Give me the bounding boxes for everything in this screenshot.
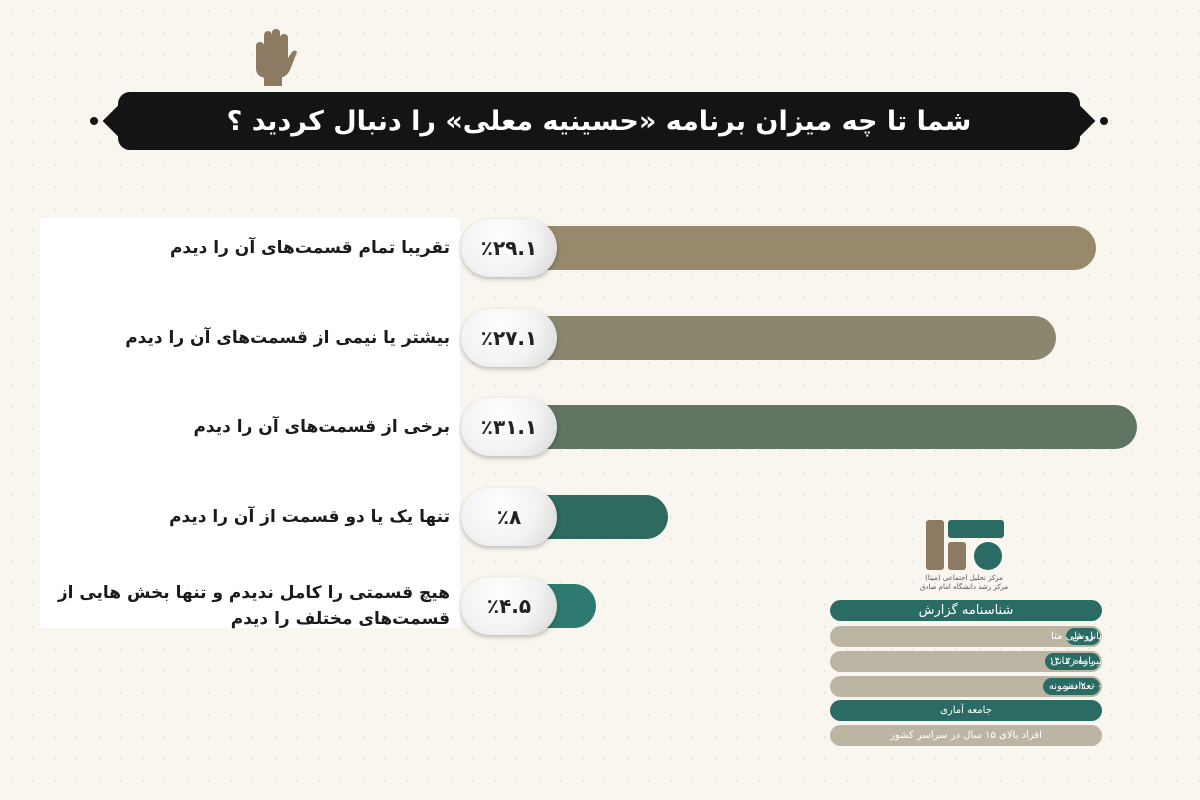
method-value: پانل ملی متا	[1051, 631, 1102, 642]
category-label: تنها یک یا دو قسمت از آن را دیدم	[169, 506, 450, 527]
report-population-value: افراد بالای ۱۵ سال در سراسر کشور	[830, 725, 1102, 746]
category-label: برخی از قسمت‌های آن را دیدم	[193, 417, 450, 437]
labels-panel	[40, 218, 460, 628]
sample-value: ۲۰۰۰ نفر	[1063, 681, 1102, 692]
chart-title: شما تا چه میزان برنامه «حسینیه معلی» را …	[90, 92, 1108, 150]
value-label: ٪۸	[461, 487, 557, 546]
org-name-line2: مرکز رشد دانشگاه امام صادق	[919, 583, 1009, 591]
category-label: بیشتر یا نیمی از قسمت‌های آن را دیدم	[125, 327, 450, 348]
report-sample: تعداد نمونه ۲۰۰۰ نفر	[830, 676, 1102, 697]
category-label: تقریبا تمام قسمت‌های آن را دیدم	[169, 238, 450, 258]
report-population-label: جامعه آماری	[830, 700, 1102, 721]
org-name: مرکز تحلیل اجتماعی (میثا) مرکز رشد دانشگ…	[885, 574, 1043, 592]
chart-title-text: شما تا چه میزان برنامه «حسینیه معلی» را …	[226, 105, 972, 137]
sample-label: تعداد نمونه	[1042, 678, 1100, 695]
period-label: بازه زمانی	[1044, 653, 1100, 670]
value-label: ٪۴.۵	[461, 577, 557, 635]
category-label: هیچ قسمتی را کامل ندیدم و تنها بخش هایی …	[57, 583, 450, 629]
report-period: بازه زمانی تیر ماه ۱۴۰۳	[830, 651, 1102, 672]
bar	[505, 315, 1056, 360]
bar	[505, 405, 1137, 449]
bar	[505, 226, 1097, 270]
population-label: جامعه آماری	[940, 705, 992, 716]
value-label: ٪۳۱.۱	[461, 398, 557, 456]
population-value: افراد بالای ۱۵ سال در سراسر کشور	[890, 730, 1042, 741]
period-value: تیر ماه ۱۴۰۳	[1049, 656, 1102, 667]
research-center-logo	[926, 520, 1004, 570]
banner-dot-right	[1100, 117, 1108, 125]
report-header-text: شناسنامه گزارش	[918, 603, 1014, 618]
banner-dot-left	[90, 117, 98, 125]
report-header: شناسنامه گزارش	[830, 600, 1102, 621]
report-method: روش پانل ملی متا	[830, 626, 1102, 647]
org-name-line1: مرکز تحلیل اجتماعی (میثا)	[925, 574, 1003, 582]
value-label: ٪۲۷.۱	[461, 308, 557, 367]
hand-icon	[256, 29, 297, 86]
method-label: روش	[1066, 628, 1100, 645]
value-label: ٪۲۹.۱	[461, 219, 557, 277]
